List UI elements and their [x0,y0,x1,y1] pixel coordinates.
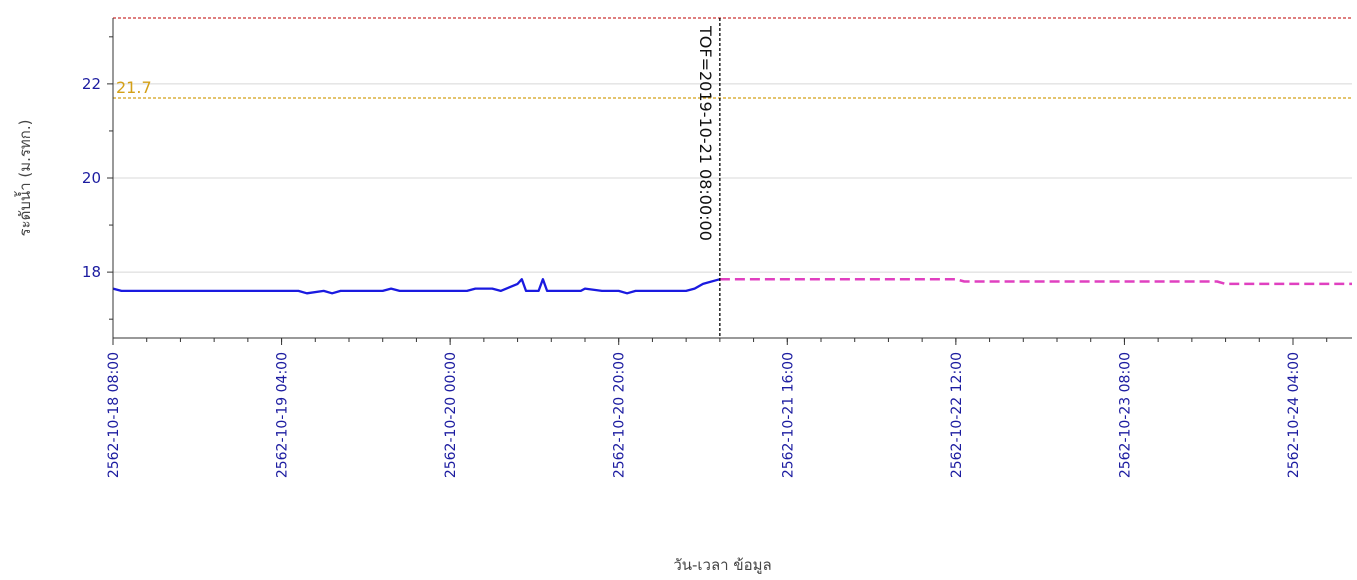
x-axis-title: วัน-เวลา ข้อมูล [673,556,771,574]
reference-line-label: 21.7 [116,78,152,97]
forecast-series-line [719,277,1352,286]
y-tick-label: 18 [82,263,101,281]
x-tick-label: 2562-10-20 00:00 [443,352,459,478]
y-tick-label: 22 [82,75,101,93]
y-tick-label: 20 [82,169,101,187]
observed-series-line [112,278,721,295]
y-ticks: 18 20 22 [82,36,113,320]
x-tick-label: 2562-10-21 16:00 [780,352,796,478]
series-layer [112,277,1352,295]
tof-label: TOF=2019-10-21 08:00:00 [696,25,715,241]
x-tick-label: 2562-10-23 08:00 [1117,352,1133,478]
x-ticks: 2562-10-18 08:00 2562-10-19 04:00 2562-10-… [106,338,1328,478]
x-tick-label: 2562-10-18 08:00 [106,352,122,478]
reference-lines: 21.7 [113,17,1352,99]
x-tick-label: 2562-10-22 12:00 [949,352,965,478]
y-axis-title: ระดับน้ำ (ม.รทก.) [14,120,34,237]
grid-lines [113,83,1352,273]
x-tick-label: 2562-10-19 04:00 [275,352,291,478]
tof-marker: TOF=2019-10-21 08:00:00 [696,18,721,338]
x-tick-label: 2562-10-20 20:00 [612,352,628,478]
x-tick-label: 2562-10-24 04:00 [1286,352,1302,478]
